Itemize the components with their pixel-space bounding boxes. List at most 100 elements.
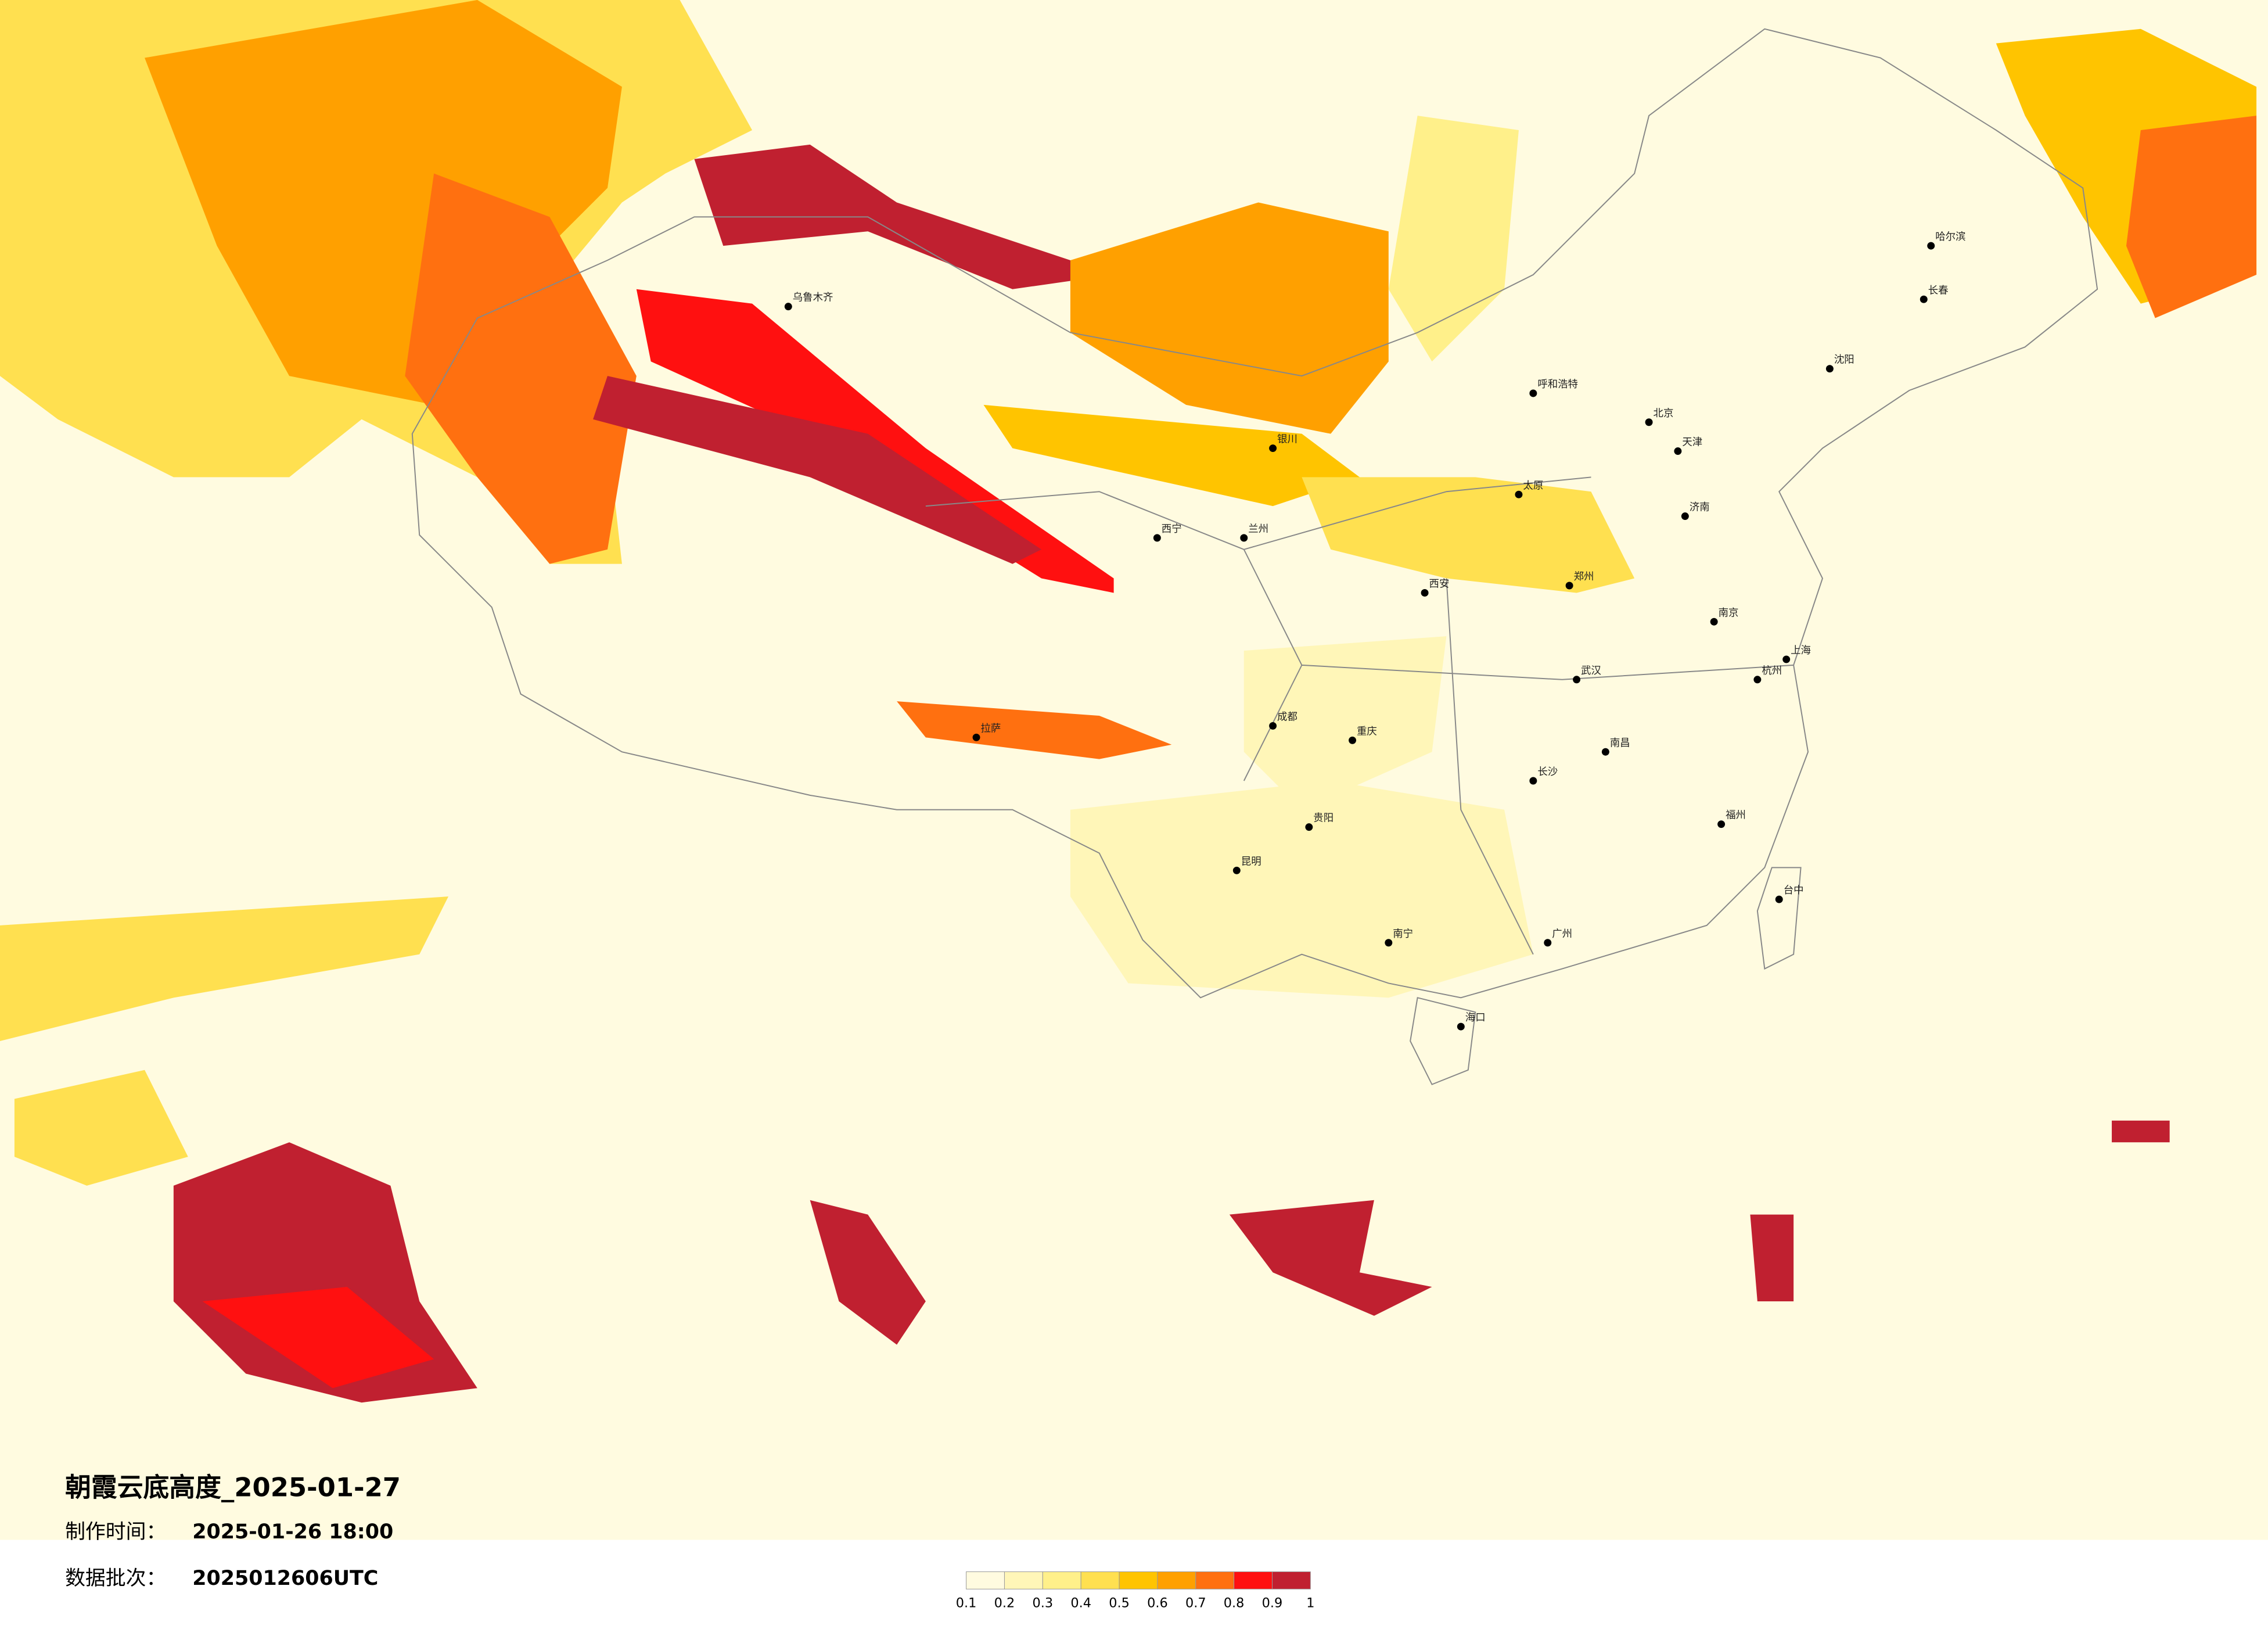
city-label: 天津 (1682, 437, 1702, 448)
city-label: 太原 (1523, 480, 1543, 491)
legend-tick-label: 0.1 (956, 1596, 977, 1611)
cloud-area (405, 173, 637, 564)
batch-label: 数据批次： (65, 1567, 166, 1590)
legend-tick-label: 0.4 (1070, 1596, 1091, 1611)
city-dot (1232, 866, 1241, 874)
city-label: 重庆 (1357, 726, 1377, 737)
legend-tick-label: 0.2 (994, 1596, 1015, 1611)
city-label: 南昌 (1610, 737, 1630, 749)
borders (411, 28, 2098, 1085)
city-label: 成都 (1277, 711, 1297, 723)
legend-tick-label: 0.3 (1033, 1596, 1054, 1611)
city-dot (1681, 512, 1689, 521)
legend-swatch (1119, 1571, 1158, 1589)
cloud-area (1229, 1200, 1432, 1316)
city-label: 银川 (1277, 434, 1297, 446)
city-dot (1153, 534, 1161, 542)
legend-swatch (1042, 1571, 1081, 1589)
cloud-field (0, 0, 2257, 1403)
city-dot (1305, 823, 1313, 831)
city-dot (1529, 777, 1537, 785)
color-legend: 0.1 0.2 0.3 0.4 0.5 0.6 0.7 0.8 0.9 1 (956, 1571, 1314, 1611)
cloud-area (1750, 1214, 1794, 1301)
city-label: 海口 (1465, 1012, 1486, 1024)
city-label: 呼和浩特 (1537, 379, 1578, 390)
legend-tick-label: 0.9 (1262, 1596, 1283, 1611)
cloud-area (1302, 477, 1635, 593)
city-label: 贵阳 (1313, 813, 1334, 824)
cloud-area (694, 144, 1114, 289)
city-dot (1775, 895, 1783, 903)
province-border (925, 476, 1794, 955)
cloud-area (202, 1287, 434, 1388)
city-label: 长春 (1928, 285, 1949, 296)
city-dot (1240, 534, 1248, 542)
cloud-area (983, 404, 1360, 507)
legend-swatch (1157, 1571, 1196, 1589)
city-label: 南京 (1719, 607, 1739, 619)
city-label: 哈尔滨 (1935, 231, 1965, 243)
cloud-area (1070, 781, 1533, 998)
legend-tick-label: 0.7 (1185, 1596, 1206, 1611)
legend-tick-label: 1 (1306, 1596, 1314, 1611)
legend-swatch (1080, 1571, 1120, 1589)
city-label: 昆明 (1241, 856, 1261, 867)
city-label: 广州 (1552, 928, 1572, 940)
city-dot (1782, 655, 1791, 663)
city-dot (1920, 295, 1928, 303)
island-border (1410, 997, 1476, 1085)
legend-swatch (1234, 1571, 1273, 1589)
country-border (411, 28, 2098, 999)
city-label: 杭州 (1762, 665, 1782, 677)
city-label: 乌鲁木齐 (793, 292, 833, 304)
city-label: 福州 (1726, 810, 1746, 821)
city-label: 上海 (1791, 645, 1811, 656)
city-dot (1565, 582, 1573, 590)
city-dot (1825, 365, 1834, 373)
city-dot (1515, 490, 1523, 498)
legend-tick-label: 0.6 (1147, 1596, 1168, 1611)
city-label: 台中 (1784, 885, 1804, 896)
cloud-area (1070, 202, 1389, 434)
city-dot (1927, 242, 1935, 250)
city-dot (1573, 676, 1581, 684)
legend-tick-label: 0.5 (1109, 1596, 1130, 1611)
city-dot (1457, 1022, 1465, 1031)
legend-swatch (1195, 1571, 1235, 1589)
city-dot (1645, 418, 1653, 426)
map-title: 朝霞云底高度_2025-01-27 (65, 1472, 401, 1503)
city-dot (1349, 736, 1357, 744)
cloud-area (810, 1200, 926, 1345)
city-dot (1529, 389, 1537, 397)
legend-swatch (966, 1571, 1005, 1589)
production-time-value: 2025-01-26 18:00 (192, 1520, 393, 1544)
city-label: 长沙 (1537, 766, 1558, 778)
cloud-area (2112, 1120, 2170, 1143)
cloud-area (0, 896, 449, 1041)
city-dot (1269, 722, 1277, 730)
legend-swatch (1004, 1571, 1043, 1589)
city-dot (1674, 447, 1682, 455)
city-dot (1710, 618, 1718, 626)
city-label: 武汉 (1581, 665, 1601, 677)
cloud-area (1388, 116, 1519, 362)
city-dot (1385, 939, 1393, 947)
cloud-area (14, 1070, 188, 1186)
city-dot (1717, 820, 1726, 828)
production-time-label: 制作时间： (65, 1520, 166, 1544)
city-label: 郑州 (1574, 571, 1594, 583)
city-dot (1601, 748, 1609, 756)
city-dot (1421, 589, 1429, 597)
city-dot (784, 303, 792, 311)
legend-tick-label: 0.8 (1224, 1596, 1245, 1611)
city-label: 西安 (1429, 579, 1450, 590)
cloud-area (2126, 116, 2257, 318)
city-dot (1544, 939, 1552, 947)
city-dot (1269, 444, 1277, 453)
city-label: 西宁 (1162, 523, 1182, 535)
city-dot (1753, 676, 1762, 684)
cloud-area (593, 376, 1042, 564)
cloud-area (897, 701, 1172, 759)
